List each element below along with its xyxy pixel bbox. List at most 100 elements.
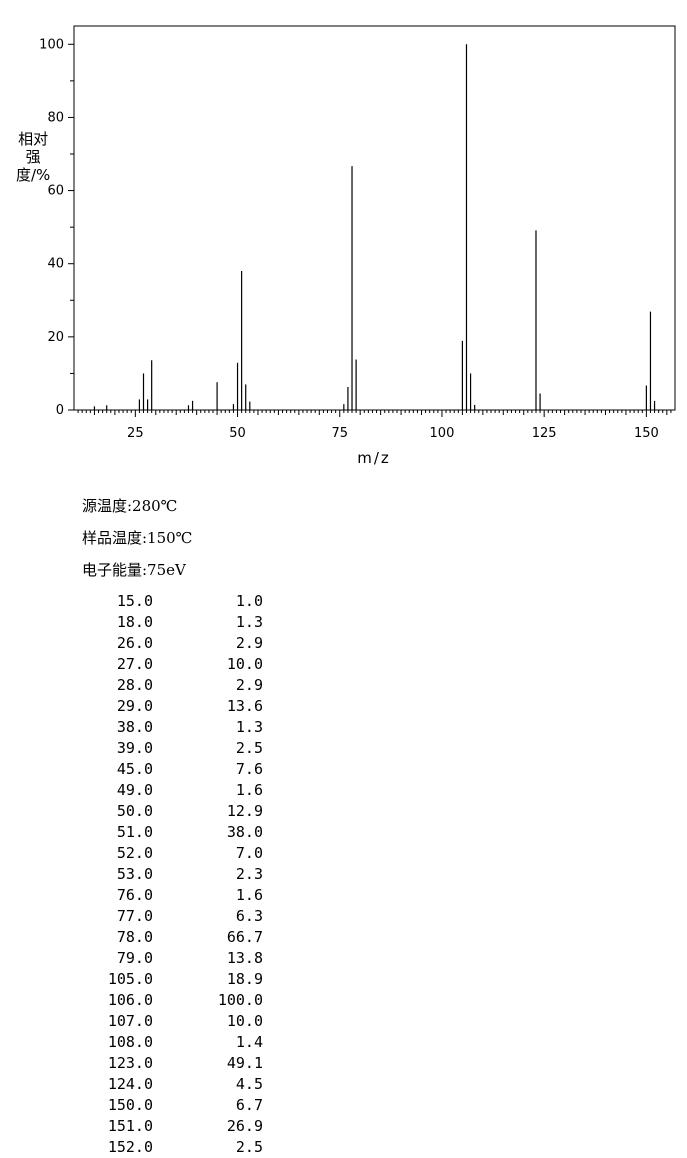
y-tick-label: 40 [47,257,64,272]
peak-intensity: 26.9 [226,1117,263,1135]
peak-mz: 76.0 [116,886,153,904]
peak-intensity: 7.0 [235,844,263,862]
peak-mz: 39.0 [116,739,153,757]
peak-intensity: 1.0 [235,592,263,610]
peak-row: 45.0 7.6 [96,759,263,780]
peak-row: 150.0 6.7 [96,1095,263,1116]
y-tick-label: 60 [47,184,64,199]
peak-intensity: 2.9 [235,634,263,652]
peak-intensity: 2.5 [235,1138,263,1156]
peak-intensity: 10.0 [226,655,263,673]
peak-intensity: 100.0 [217,991,263,1009]
peak-row: 15.0 1.0 [96,591,263,612]
peak-mz: 26.0 [116,634,153,652]
peak-mz: 50.0 [116,802,153,820]
mass-spectrum-chart: 0 20 40 60 80 100 25 50 75 100 125 150 m/z [39,25,676,467]
peak-intensity: 4.5 [235,1075,263,1093]
peak-mz: 106.0 [107,991,153,1009]
peak-row: 28.0 2.9 [96,675,263,696]
spectrum-bars [93,44,656,410]
peak-row: 124.0 4.5 [96,1074,263,1095]
x-axis: 25 50 75 100 125 150 [77,410,672,441]
peak-mz: 38.0 [116,718,153,736]
y-tick-label: 100 [39,37,64,52]
plot-frame [73,25,676,411]
peak-mz: 78.0 [116,928,153,946]
peak-mz: 45.0 [116,760,153,778]
peak-mz: 49.0 [116,781,153,799]
peak-row: 18.0 1.3 [96,612,263,633]
peak-intensity: 10.0 [226,1012,263,1030]
source-temperature: 源温度:280℃ [82,497,178,515]
peak-intensity: 49.1 [226,1054,263,1072]
peak-mz: 28.0 [116,676,153,694]
peak-intensity: 12.9 [226,802,263,820]
peak-intensity: 13.8 [226,949,263,967]
peak-row: 53.0 2.3 [96,864,263,885]
peak-row: 79.0 13.8 [96,948,263,969]
peak-row: 51.0 38.0 [96,822,263,843]
electron-energy: 电子能量:75eV [82,561,186,579]
peak-mz: 123.0 [107,1054,153,1072]
peak-row: 108.0 1.4 [96,1032,263,1053]
y-tick-label: 20 [47,330,64,345]
peak-mz: 29.0 [116,697,153,715]
peak-row: 107.0 10.0 [96,1011,263,1032]
peak-intensity: 13.6 [226,697,263,715]
peak-intensity: 6.3 [235,907,263,925]
peak-mz: 79.0 [116,949,153,967]
peak-intensity: 2.5 [235,739,263,757]
peak-row: 29.0 13.6 [96,696,263,717]
peak-intensity: 38.0 [226,823,263,841]
peak-row: 152.0 2.5 [96,1137,263,1158]
peak-intensity: 1.4 [235,1033,263,1051]
peak-row: 123.0 49.1 [96,1053,263,1074]
peak-intensity: 1.6 [235,781,263,799]
y-tick-label: 0 [56,403,64,418]
x-tick-label: 25 [127,426,144,441]
peak-intensity: 1.6 [235,886,263,904]
peak-row: 39.0 2.5 [96,738,263,759]
x-tick-label: 100 [430,426,455,441]
peak-row: 76.0 1.6 [96,885,263,906]
peak-row: 49.0 1.6 [96,780,263,801]
x-axis-title: m/z [357,449,391,467]
peak-intensity: 1.3 [235,718,263,736]
y-axis-title: 相对强度/% [16,130,51,184]
peak-mz: 105.0 [107,970,153,988]
peak-intensity: 6.7 [235,1096,263,1114]
x-tick-label: 50 [229,426,246,441]
peak-mz: 18.0 [116,613,153,631]
peak-mz: 53.0 [116,865,153,883]
peak-row: 78.0 66.7 [96,927,263,948]
peak-mz: 107.0 [107,1012,153,1030]
peak-mz: 77.0 [116,907,153,925]
peak-row: 52.0 7.0 [96,843,263,864]
peak-mz: 52.0 [116,844,153,862]
y-tick-label: 80 [47,110,64,125]
y-axis: 0 20 40 60 80 100 [39,37,74,418]
x-tick-label: 125 [532,426,557,441]
peak-intensity: 18.9 [226,970,263,988]
peak-mz: 51.0 [116,823,153,841]
peak-row: 50.0 12.9 [96,801,263,822]
peak-mz: 124.0 [107,1075,153,1093]
peak-mz: 152.0 [107,1138,153,1156]
peak-row: 26.0 2.9 [96,633,263,654]
peak-intensity: 66.7 [226,928,263,946]
peak-intensity: 1.3 [235,613,263,631]
peak-row: 105.0 18.9 [96,969,263,990]
peak-mz: 15.0 [116,592,153,610]
peak-mz: 151.0 [107,1117,153,1135]
x-tick-label: 75 [331,426,348,441]
sample-temperature: 样品温度:150℃ [82,529,193,547]
peak-mz: 150.0 [107,1096,153,1114]
peak-table: 15.0 1.0 18.0 1.3 26.0 2.9 27.0 10.0 28.0 2.9 29.0… [96,591,263,1158]
peak-row: 151.0 26.9 [96,1116,263,1137]
peak-row: 77.0 6.3 [96,906,263,927]
peak-intensity: 2.9 [235,676,263,694]
peak-intensity: 7.6 [235,760,263,778]
peak-intensity: 2.3 [235,865,263,883]
peak-mz: 108.0 [107,1033,153,1051]
peak-row: 106.0 100.0 [96,990,263,1011]
